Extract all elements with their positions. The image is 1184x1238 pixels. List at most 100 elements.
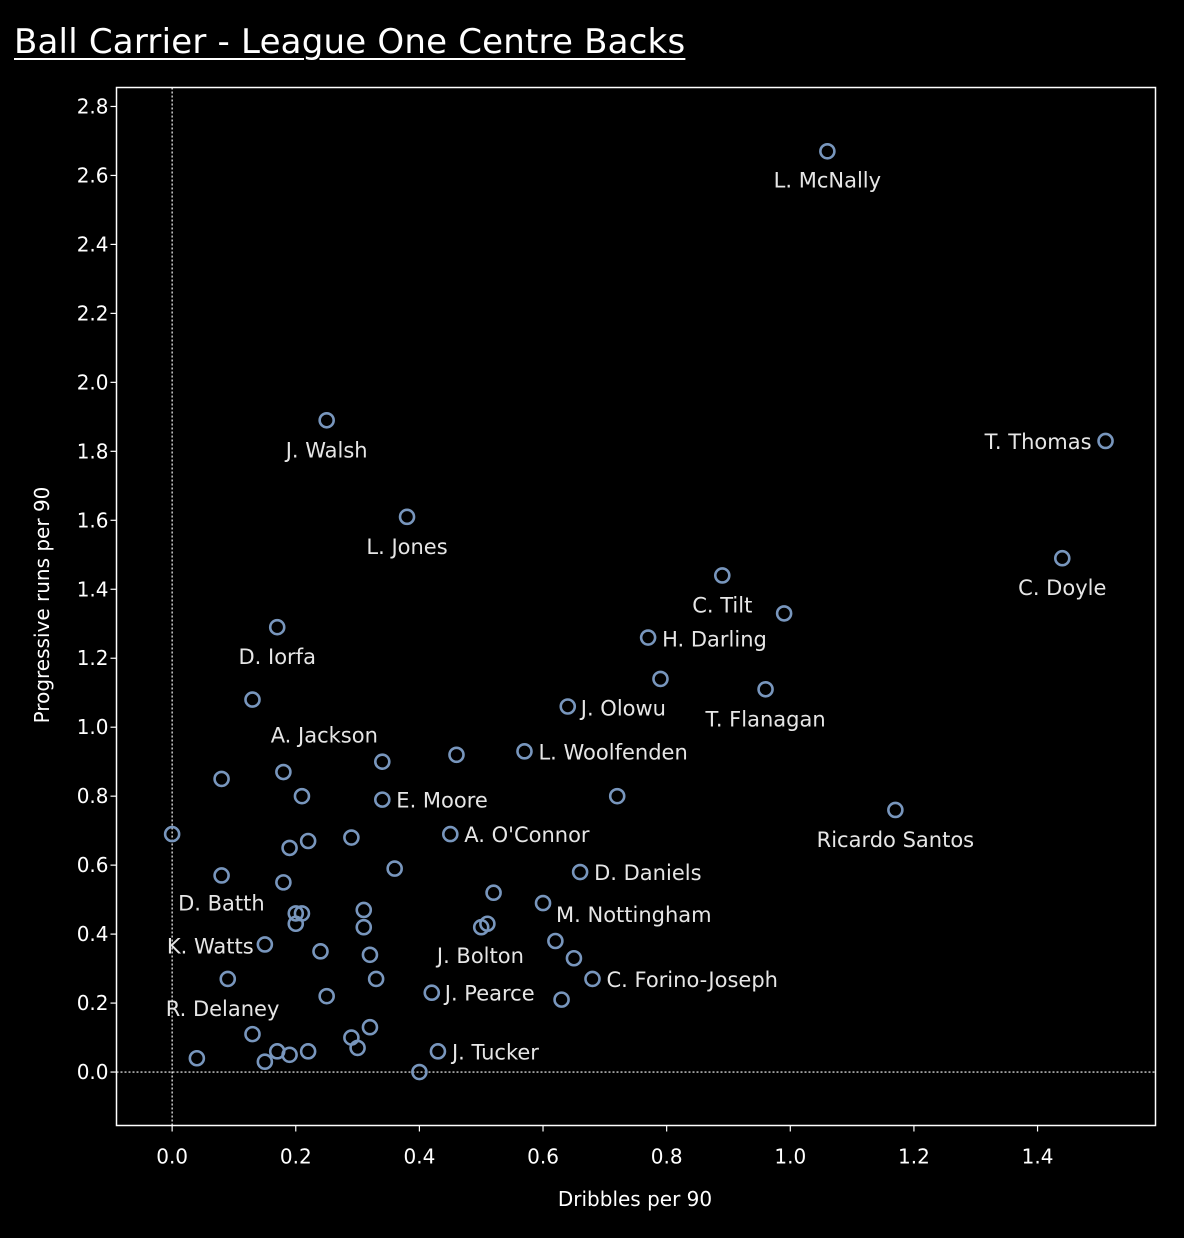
data-point-label: T. Thomas bbox=[984, 430, 1092, 454]
data-point-label: T. Flanagan bbox=[704, 707, 825, 731]
y-tick-label: 0.2 bbox=[77, 991, 109, 1015]
data-point-label: Ricardo Santos bbox=[817, 828, 975, 852]
data-point-label: C. Doyle bbox=[1018, 576, 1106, 600]
data-point bbox=[713, 567, 731, 584]
data-point bbox=[553, 991, 570, 1008]
data-point bbox=[559, 698, 577, 715]
data-point-label: D. Batth bbox=[178, 891, 265, 915]
x-tick-label: 0.6 bbox=[527, 1145, 559, 1169]
data-point-label: K. Watts bbox=[167, 934, 254, 958]
data-point-label: L. Jones bbox=[366, 535, 447, 559]
data-point bbox=[355, 901, 373, 919]
data-point bbox=[565, 949, 583, 967]
data-point bbox=[534, 894, 552, 912]
data-point bbox=[386, 860, 403, 877]
data-point bbox=[343, 829, 360, 846]
y-tick-label: 1.4 bbox=[77, 577, 109, 601]
data-point bbox=[256, 1053, 274, 1071]
data-point bbox=[244, 1025, 261, 1043]
point-labels: L. McNally T. Thomas J. Walsh L. Jones C. Do… bbox=[166, 168, 1107, 1064]
data-point-label: A. O'Connor bbox=[464, 823, 590, 847]
data-point bbox=[213, 867, 230, 884]
data-point bbox=[355, 918, 373, 936]
x-tick-label: 1.2 bbox=[898, 1145, 930, 1169]
data-point bbox=[819, 142, 836, 160]
data-point bbox=[571, 863, 589, 881]
data-point bbox=[584, 970, 601, 988]
x-tick-label: 0.8 bbox=[651, 1145, 683, 1169]
plot-frame bbox=[115, 86, 1157, 1127]
data-point bbox=[608, 787, 626, 805]
data-point bbox=[887, 801, 904, 819]
x-tick-label: 0.0 bbox=[156, 1145, 188, 1169]
data-point bbox=[442, 825, 459, 843]
data-point bbox=[1097, 432, 1114, 450]
data-points bbox=[163, 142, 1114, 1081]
x-tick-label: 0.4 bbox=[403, 1145, 435, 1169]
data-point bbox=[213, 770, 230, 788]
data-point bbox=[163, 825, 181, 843]
data-point-label: M. Nottingham bbox=[556, 903, 712, 927]
x-axis-label: Dribbles per 90 bbox=[557, 1187, 713, 1211]
y-tick-label: 2.2 bbox=[77, 301, 109, 325]
data-point-label: H. Darling bbox=[662, 628, 767, 652]
data-point-label: J. Olowu bbox=[579, 697, 666, 721]
data-point-label: R. Delaney bbox=[166, 997, 280, 1021]
data-point bbox=[312, 943, 329, 960]
data-point bbox=[281, 839, 298, 857]
data-point bbox=[275, 763, 292, 781]
data-point bbox=[374, 753, 391, 770]
data-point bbox=[775, 605, 793, 622]
data-point bbox=[188, 1049, 206, 1067]
data-point bbox=[411, 1063, 428, 1081]
x-axis-ticks: 0.0 0.2 0.4 0.6 0.8 1.0 1.2 1.4 bbox=[156, 1125, 1054, 1169]
data-point bbox=[639, 629, 657, 646]
y-tick-label: 0.8 bbox=[77, 784, 109, 808]
data-point-label: J. Pearce bbox=[443, 982, 535, 1006]
data-point bbox=[448, 746, 465, 764]
data-point bbox=[287, 915, 305, 933]
y-tick-label: 0.6 bbox=[77, 853, 109, 877]
data-point-label: C. Tilt bbox=[692, 593, 752, 617]
x-tick-label: 0.2 bbox=[280, 1145, 312, 1169]
x-tick-label: 1.0 bbox=[774, 1145, 806, 1169]
data-point bbox=[287, 905, 305, 922]
data-point bbox=[485, 884, 502, 902]
data-point bbox=[299, 832, 317, 850]
y-tick-label: 1.0 bbox=[77, 715, 109, 739]
data-point-label: D. Iorfa bbox=[238, 645, 315, 669]
data-point-label: E. Moore bbox=[396, 789, 488, 813]
data-point bbox=[318, 411, 335, 429]
data-point-label: C. Forino-Joseph bbox=[606, 968, 778, 992]
data-point-label: L. McNally bbox=[774, 168, 881, 192]
data-point bbox=[398, 508, 416, 526]
data-point-label: D. Daniels bbox=[594, 861, 701, 885]
data-point bbox=[652, 670, 669, 688]
y-tick-label: 1.2 bbox=[77, 646, 109, 670]
data-point bbox=[361, 1018, 379, 1036]
data-point bbox=[757, 680, 774, 698]
data-point-label: J. Tucker bbox=[450, 1040, 539, 1064]
data-point bbox=[219, 970, 237, 988]
data-point-label: A. Jackson bbox=[271, 724, 378, 748]
y-tick-label: 2.0 bbox=[77, 370, 109, 394]
y-tick-label: 1.8 bbox=[77, 439, 109, 463]
data-point bbox=[256, 936, 274, 953]
reference-lines bbox=[116, 87, 1156, 1126]
data-point bbox=[547, 932, 564, 950]
data-point bbox=[318, 987, 335, 1005]
chart-title: Ball Carrier - League One Centre Backs bbox=[14, 22, 686, 62]
y-tick-label: 0.4 bbox=[77, 922, 109, 946]
y-tick-label: 2.4 bbox=[77, 232, 109, 256]
data-point-label: L. Woolfenden bbox=[538, 740, 687, 764]
data-point bbox=[516, 743, 533, 760]
data-point bbox=[423, 984, 441, 1002]
data-point bbox=[472, 918, 490, 936]
data-point bbox=[299, 1043, 317, 1060]
data-point bbox=[275, 874, 292, 891]
data-point bbox=[1053, 549, 1071, 567]
y-tick-label: 2.8 bbox=[77, 94, 109, 118]
data-point bbox=[244, 691, 261, 708]
x-tick-label: 1.4 bbox=[1022, 1145, 1054, 1169]
